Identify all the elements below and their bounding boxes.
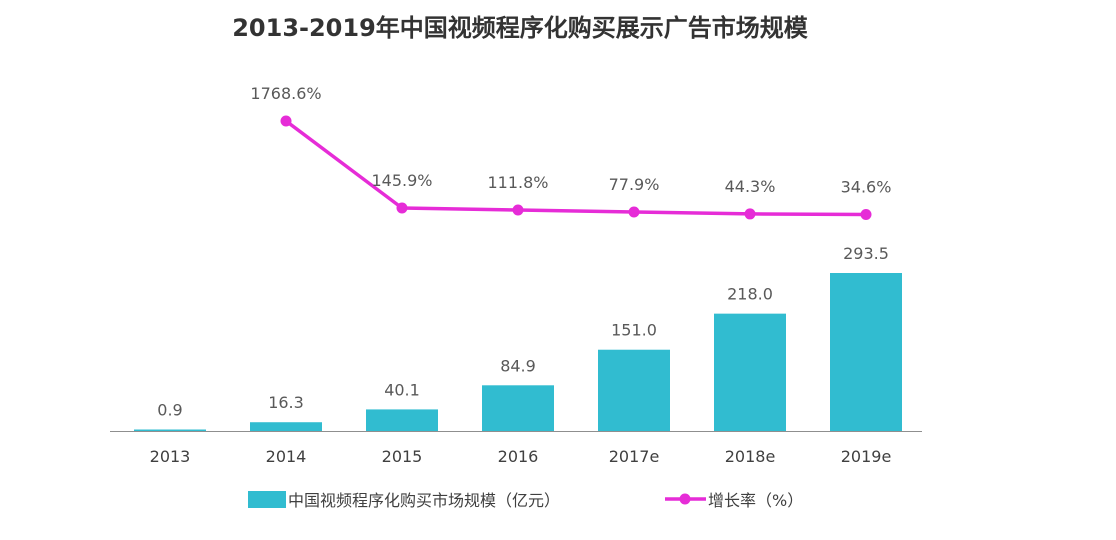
bar-2013: [134, 429, 206, 431]
bar-value-label: 218.0: [727, 285, 773, 304]
x-tick-label: 2016: [498, 447, 539, 466]
bar-2014: [250, 422, 322, 431]
bar-2018e: [714, 313, 786, 431]
bar-value-label: 16.3: [268, 393, 304, 412]
legend-swatch-line-marker: [679, 493, 691, 505]
growth-rate-point: [280, 115, 292, 127]
growth-rate-point: [860, 209, 872, 220]
growth-rate-label: 111.8%: [487, 173, 548, 192]
legend-label-line: 增长率（%）: [708, 491, 803, 510]
growth-rate-point: [512, 204, 524, 216]
bar-value-label: 293.5: [843, 244, 889, 263]
x-tick-label: 2018e: [725, 447, 776, 466]
growth-rate-label: 44.3%: [725, 177, 776, 196]
legend-swatch-bar: [248, 491, 286, 508]
bar-value-label: 84.9: [500, 356, 536, 375]
legend-label-bar: 中国视频程序化购买市场规模（亿元）: [288, 491, 560, 510]
bar-value-label: 151.0: [611, 321, 657, 340]
growth-rate-label: 1768.6%: [250, 84, 321, 103]
bar-value-label: 0.9: [157, 401, 182, 420]
x-tick-label: 2019e: [841, 447, 892, 466]
growth-rate-line: [284, 119, 867, 217]
x-tick-label: 2017e: [609, 447, 660, 466]
growth-rate-label: 145.9%: [371, 171, 432, 190]
x-tick-label: 2013: [150, 447, 191, 466]
bar-value-label: 40.1: [384, 380, 420, 399]
growth-rate-point: [744, 208, 756, 220]
growth-rate-label: 77.9%: [609, 175, 660, 194]
growth-rate-point: [396, 202, 408, 214]
bar-2019e: [830, 273, 902, 431]
growth-rate-point: [628, 206, 640, 218]
bar-2017e: [598, 349, 670, 431]
growth-rate-label: 34.6%: [841, 178, 892, 197]
bar-2016: [482, 385, 554, 431]
chart-title: 2013-2019年中国视频程序化购买展示广告市场规模: [232, 14, 808, 42]
x-tick-label: 2015: [382, 447, 423, 466]
x-tick-label: 2014: [266, 447, 307, 466]
bar-2015: [366, 409, 438, 431]
